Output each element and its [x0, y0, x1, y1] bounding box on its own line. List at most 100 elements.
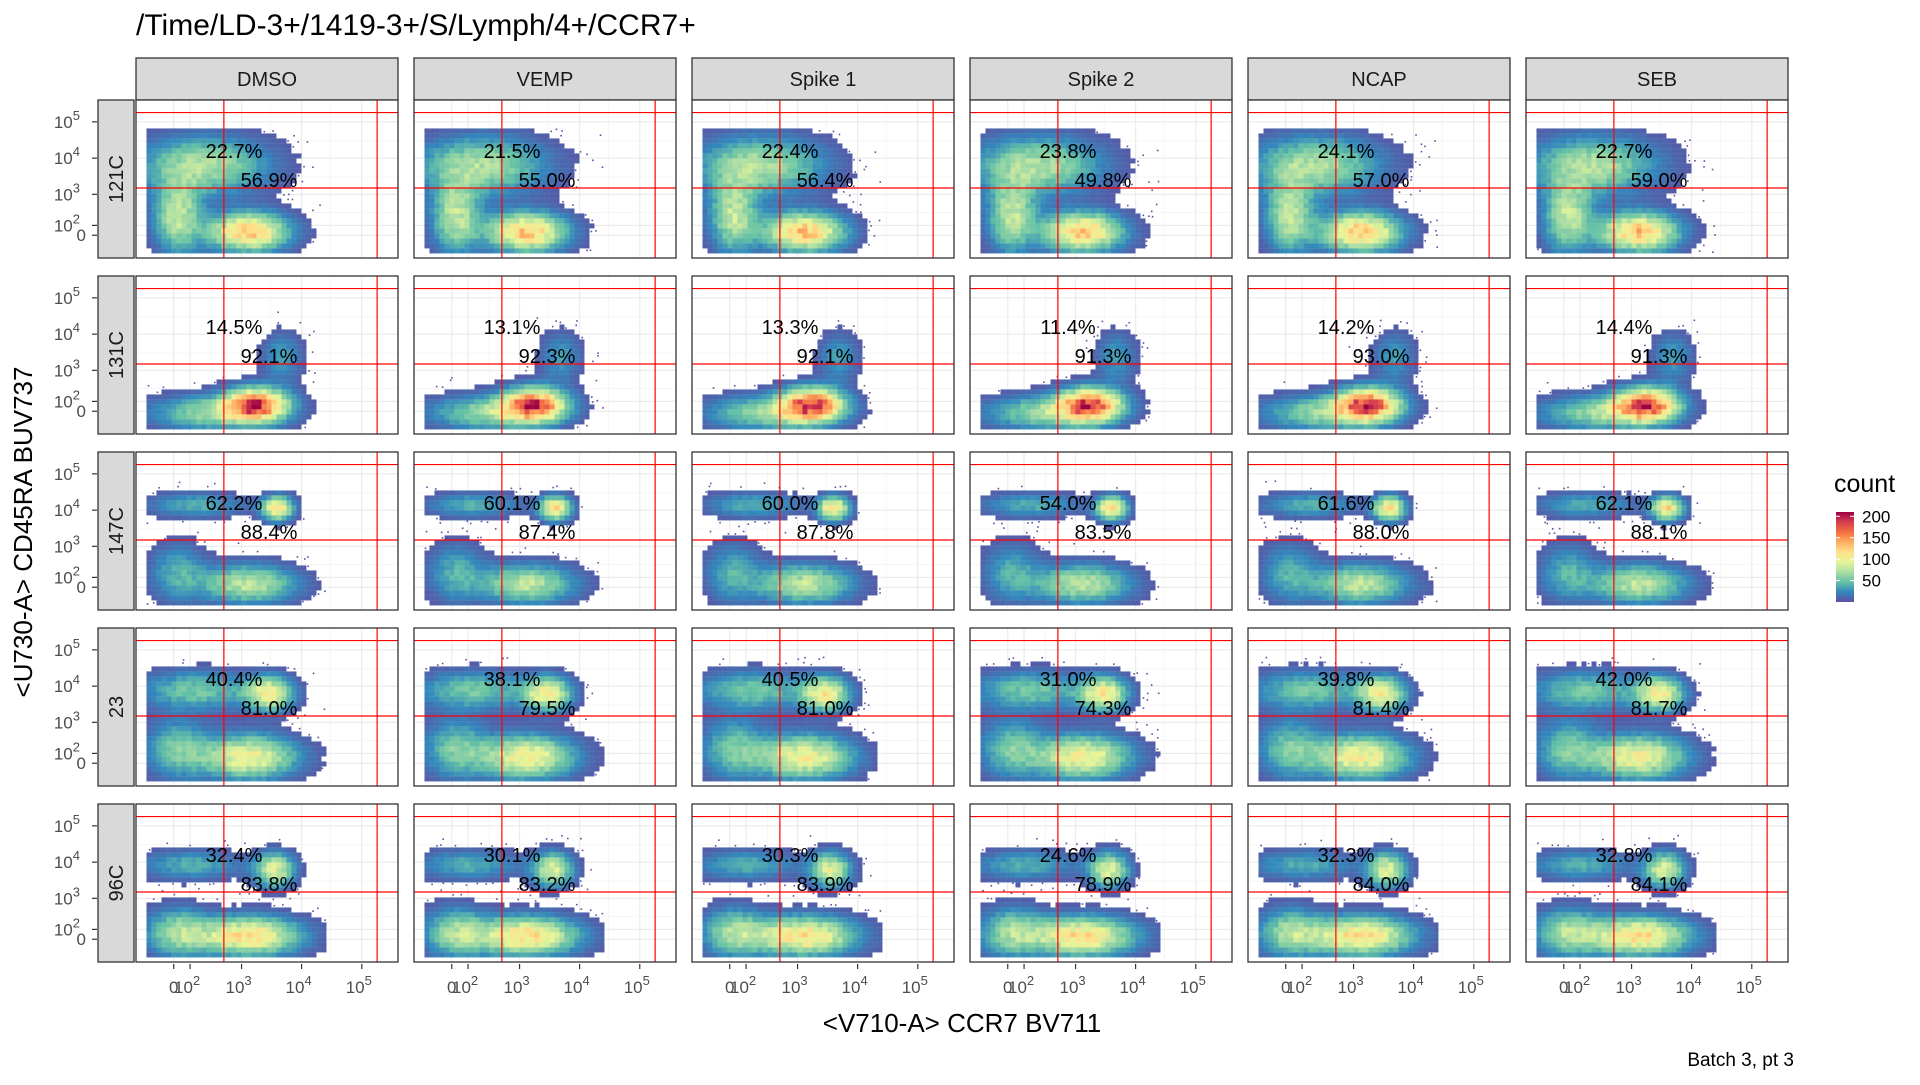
density-cell — [1303, 133, 1308, 138]
density-cell — [171, 233, 176, 238]
density-cell — [1368, 243, 1373, 248]
density-cell — [737, 133, 742, 138]
density-cell — [459, 248, 464, 253]
column-strip-label: DMSO — [237, 69, 297, 91]
density-cell — [241, 163, 246, 168]
density-cell — [1323, 188, 1328, 193]
density-cell — [434, 173, 439, 178]
density-cell — [206, 409, 211, 414]
density-cell — [1268, 193, 1273, 198]
density-cell — [1005, 168, 1010, 173]
density-cell — [1546, 138, 1551, 143]
density-cell — [479, 193, 484, 198]
density-cell — [1571, 163, 1576, 168]
density-cell — [291, 153, 296, 158]
density-cell — [1010, 153, 1015, 158]
density-cell — [156, 198, 161, 203]
density-cell — [1436, 220, 1438, 222]
density-cell — [1120, 228, 1125, 233]
density-cell — [1328, 178, 1333, 183]
density-cell — [1606, 203, 1611, 208]
density-cell — [1586, 233, 1591, 238]
density-cell — [1671, 158, 1676, 163]
density-cell — [782, 173, 787, 178]
density-cell — [156, 188, 161, 193]
density-cell — [591, 231, 593, 233]
density-cell — [1646, 243, 1651, 248]
density-cell — [869, 221, 871, 223]
density-cell — [812, 163, 817, 168]
density-cell — [549, 223, 554, 228]
density-cell — [1571, 188, 1576, 193]
density-cell — [857, 238, 862, 243]
density-cell — [524, 128, 529, 133]
density-cell — [1010, 213, 1015, 218]
density-cell — [1110, 158, 1115, 163]
density-cell — [524, 223, 529, 228]
density-cell — [1025, 133, 1030, 138]
density-cell — [519, 228, 524, 233]
density-cell — [236, 133, 241, 138]
density-cell — [1080, 228, 1085, 233]
density-cell — [1030, 213, 1035, 218]
density-cell — [1323, 133, 1328, 138]
density-cell — [707, 233, 712, 238]
density-cell — [1020, 173, 1025, 178]
density-cell — [1288, 133, 1293, 138]
density-cell — [1090, 193, 1095, 198]
density-cell — [1060, 133, 1065, 138]
density-cell — [1571, 203, 1576, 208]
density-cell — [1293, 128, 1298, 133]
density-cell — [424, 243, 429, 248]
density-cell — [1551, 208, 1556, 213]
density-cell — [1661, 248, 1666, 253]
density-cell — [1060, 178, 1065, 183]
density-cell — [767, 218, 772, 223]
density-cell — [196, 238, 201, 243]
density-cell — [1298, 208, 1303, 213]
density-cell — [1258, 208, 1263, 213]
density-cell — [286, 158, 291, 163]
density-cell — [1403, 153, 1408, 158]
density-cell — [787, 228, 792, 233]
density-cell — [782, 198, 787, 203]
density-cell — [544, 243, 549, 248]
density-cell — [554, 198, 559, 203]
density-cell — [256, 203, 261, 208]
density-cell — [1268, 188, 1273, 193]
density-cell — [191, 424, 196, 429]
density-cell — [1105, 213, 1110, 218]
density-cell — [1536, 233, 1541, 238]
density-cell — [186, 394, 191, 399]
density-cell — [1631, 208, 1636, 213]
density-cell — [847, 233, 852, 238]
density-cell — [1035, 233, 1040, 238]
density-cell — [494, 178, 499, 183]
density-cell — [156, 394, 161, 399]
density-cell — [1125, 218, 1130, 223]
density-cell — [454, 148, 459, 153]
density-cell — [539, 203, 544, 208]
density-cell — [847, 243, 852, 248]
density-cell — [1278, 173, 1283, 178]
density-cell — [1145, 223, 1150, 228]
density-cell — [484, 218, 489, 223]
density-cell — [176, 218, 181, 223]
density-cell — [1556, 158, 1561, 163]
density-cell — [261, 193, 266, 198]
density-cell — [479, 218, 484, 223]
density-cell — [1383, 203, 1388, 208]
density-cell — [732, 153, 737, 158]
density-cell — [1656, 143, 1661, 148]
density-cell — [1085, 163, 1090, 168]
density-cell — [176, 128, 181, 133]
density-cell — [1566, 203, 1571, 208]
density-cell — [1015, 143, 1020, 148]
density-cell — [459, 178, 464, 183]
density-cell — [171, 203, 176, 208]
density-cell — [1408, 233, 1413, 238]
density-cell — [151, 213, 156, 218]
density-cell — [201, 233, 206, 238]
density-cell — [797, 193, 802, 198]
density-cell — [306, 223, 311, 228]
